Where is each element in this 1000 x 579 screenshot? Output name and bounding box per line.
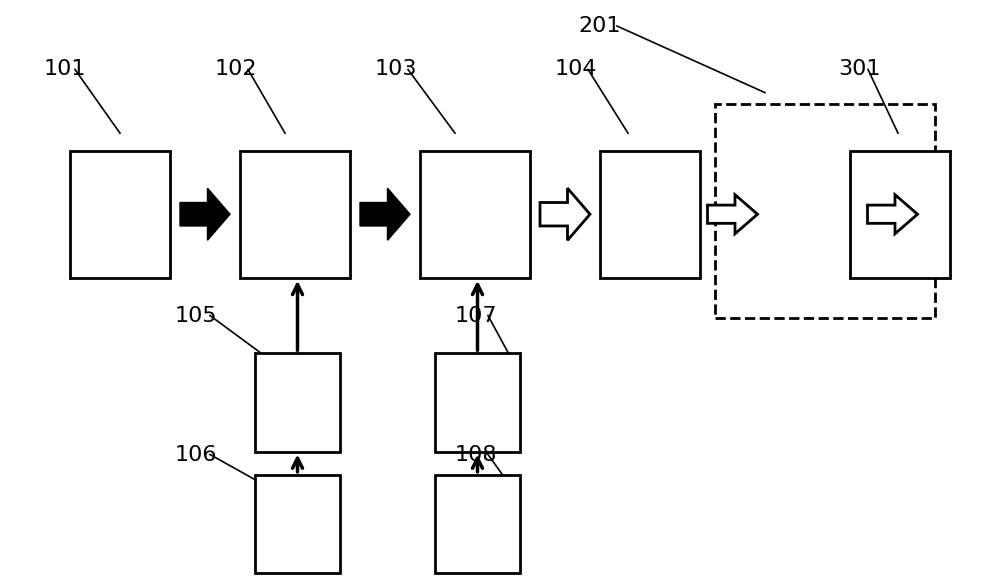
Text: 107: 107	[455, 306, 498, 325]
Text: 105: 105	[175, 306, 218, 325]
Bar	[420, 151, 530, 278]
Polygon shape	[360, 188, 410, 240]
Bar	[600, 151, 700, 278]
Text: 301: 301	[838, 60, 881, 79]
Text: 108: 108	[455, 445, 498, 464]
Polygon shape	[180, 188, 230, 240]
Text: 104: 104	[555, 60, 598, 79]
Bar	[255, 475, 340, 573]
Bar	[240, 151, 350, 278]
Text: 103: 103	[375, 60, 418, 79]
Text: 101: 101	[44, 60, 87, 79]
Polygon shape	[708, 195, 758, 234]
Text: 102: 102	[215, 60, 258, 79]
Bar	[850, 151, 950, 278]
Polygon shape	[868, 195, 918, 234]
Bar	[435, 353, 520, 452]
Bar	[255, 353, 340, 452]
Text: 106: 106	[175, 445, 218, 464]
Text: 201: 201	[578, 16, 620, 36]
Polygon shape	[540, 188, 590, 240]
Bar	[435, 475, 520, 573]
Bar	[715, 104, 935, 318]
Bar	[70, 151, 170, 278]
